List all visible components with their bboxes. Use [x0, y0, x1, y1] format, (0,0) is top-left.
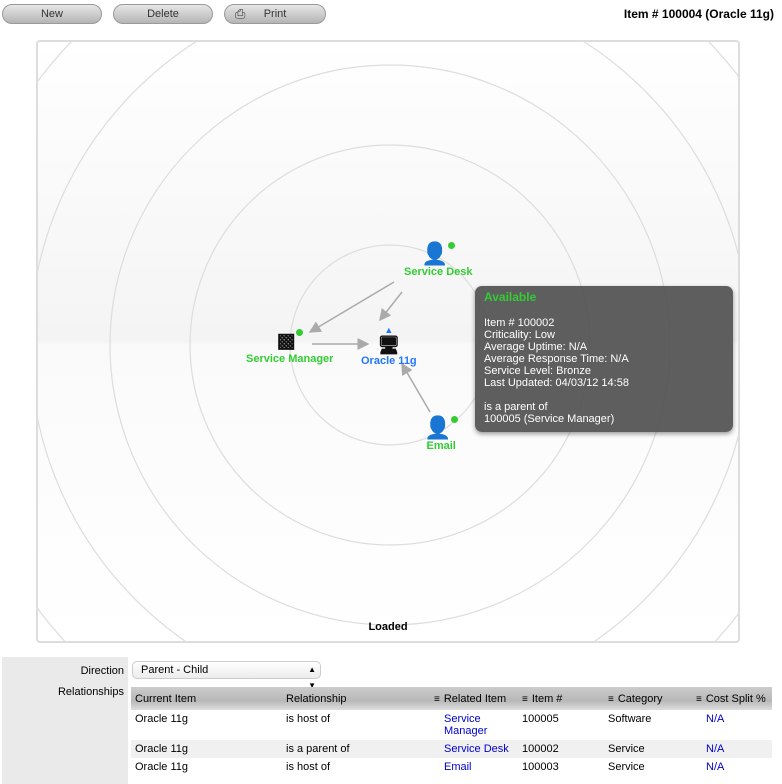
edge-email-oracle	[401, 362, 431, 413]
edge-desk-manager	[308, 281, 395, 333]
table-cell: Oracle 11g	[135, 713, 188, 725]
relationships-label: Relationships	[57, 686, 124, 698]
col-relationship[interactable]: Relationship	[282, 687, 430, 710]
direction-label: Direction	[80, 665, 124, 677]
col-cost-split[interactable]: ≡ Cost Split %	[692, 687, 772, 710]
node-service-desk[interactable]: 👤 Service Desk	[404, 241, 473, 279]
tooltip-line: Item # 100002	[484, 317, 555, 329]
table-cell: Oracle 11g	[135, 761, 188, 773]
menu-icon: ≡	[434, 693, 440, 705]
tooltip-status: Available	[484, 290, 537, 304]
table-cell: N/A	[692, 740, 772, 758]
table-cell: is a parent of	[282, 740, 430, 758]
table-cell: 100003	[522, 761, 559, 773]
status-dot-icon	[451, 416, 459, 423]
relationships-table: Current Item Relationship ≡ Related Item …	[131, 687, 772, 776]
computer-icon: 🖥	[377, 335, 401, 355]
cost-split-link[interactable]: N/A	[706, 713, 725, 725]
related-item-link[interactable]: Service Desk	[444, 743, 509, 755]
table-cell: Oracle 11g	[131, 740, 282, 758]
node-oracle[interactable]: ▲ 🖥 Oracle 11g	[361, 325, 417, 367]
table-cell: N/A	[692, 758, 772, 776]
delete-button[interactable]: Delete	[113, 4, 213, 24]
tooltip-related: 100005 (Service Manager)	[484, 413, 615, 425]
table-row: Oracle 11g is a parent of Service Desk 1000…	[131, 740, 772, 758]
cost-split-link[interactable]: N/A	[706, 761, 725, 773]
box-icon: ▩	[246, 329, 333, 353]
node-tooltip: Available Item # 100002 Criticality: Low…	[475, 286, 733, 432]
table-cell: 100005	[522, 713, 559, 725]
tooltip-relation: is a parent of	[484, 401, 548, 413]
table-header: Current Item Relationship ≡ Related Item …	[131, 687, 772, 710]
person-icon: 👤	[404, 242, 473, 266]
form-label-panel: Direction Relationships	[2, 657, 128, 784]
edge-desk-oracle	[379, 291, 403, 322]
tooltip-line: Criticality: Low	[484, 329, 555, 341]
menu-icon: ≡	[696, 693, 702, 705]
table-cell: Email	[430, 758, 518, 776]
graph-status: Loaded	[368, 621, 408, 633]
status-dot-icon	[448, 242, 456, 249]
col-current-item[interactable]: Current Item	[131, 687, 282, 710]
related-item-link[interactable]: Email	[444, 761, 472, 773]
status-dot-icon	[295, 329, 303, 336]
tooltip-line: Average Uptime: N/A	[484, 341, 588, 353]
print-label: Print	[263, 8, 287, 20]
table-cell: Service Manager	[430, 710, 518, 740]
tooltip-line: Average Response Time: N/A	[484, 353, 629, 365]
col-related-item[interactable]: ≡ Related Item	[430, 687, 518, 710]
col-category[interactable]: ≡ Category	[604, 687, 692, 710]
tooltip-line: Last Updated: 04/03/12 14:58	[484, 377, 629, 389]
table-cell: is host of	[286, 713, 331, 725]
printer-icon: ⎙	[235, 6, 246, 21]
table-row: Oracle 11g is host of Email 100003 Service N/…	[131, 758, 772, 776]
cost-split-link[interactable]: N/A	[706, 743, 725, 755]
select-arrows-icon: ▲ ▼	[308, 665, 316, 690]
table-cell: Service	[608, 761, 645, 773]
direction-select[interactable]: Parent - Child ▲ ▼	[132, 661, 321, 690]
table-cell: 100002	[518, 740, 604, 758]
table-cell: is host of	[286, 761, 331, 773]
table-cell: Service Desk	[430, 740, 518, 758]
node-service-manager[interactable]: ▩ Service Manager	[246, 329, 334, 365]
table-cell: Service	[604, 740, 692, 758]
page-title: Item # 100004 (Oracle 11g)	[623, 7, 774, 21]
col-item-number[interactable]: ≡ Item #	[518, 687, 604, 710]
selected-marker-icon: ▲	[384, 325, 394, 335]
table-cell: Software	[608, 713, 652, 725]
person-icon: 👤	[424, 416, 459, 440]
tooltip-line: Service Level: Bronze	[484, 365, 591, 377]
menu-icon: ≡	[608, 693, 614, 705]
related-item-link[interactable]: Service Manager	[444, 713, 488, 737]
menu-icon: ≡	[522, 693, 528, 705]
print-button[interactable]: ⎙ Print	[224, 4, 326, 24]
table-cell: N/A	[692, 710, 772, 740]
table-row: Oracle 11g is host of Service Manager 10000…	[131, 710, 772, 740]
new-button[interactable]: New	[2, 4, 102, 24]
node-email[interactable]: 👤 Email	[424, 416, 459, 452]
